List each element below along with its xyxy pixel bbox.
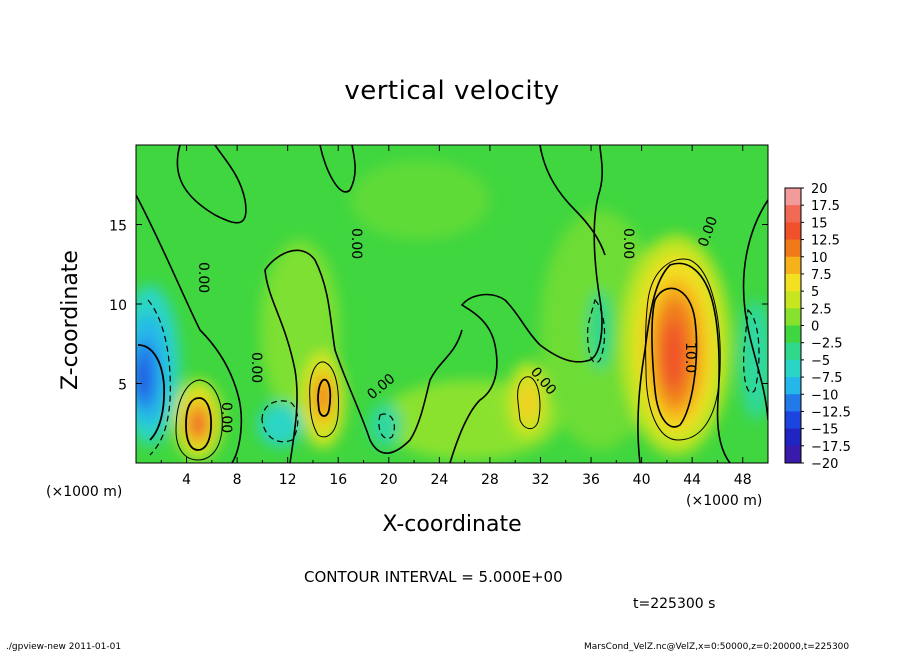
contour-label: 0.00	[348, 228, 364, 259]
colorbar-swatch	[785, 342, 801, 361]
x-tick-label: 24	[430, 472, 448, 488]
x-tick-label: 48	[734, 472, 752, 488]
contour-label: 0.00	[620, 228, 636, 259]
x-tick-label: 20	[380, 472, 398, 488]
x-tick-label: 4	[182, 472, 191, 488]
y-tick-label: 5	[118, 378, 127, 394]
colorbar-label: 12.5	[811, 234, 840, 249]
contour-label: 10.0	[682, 342, 698, 373]
contour-label: 0.00	[248, 352, 264, 383]
x-tick-label: 44	[683, 472, 701, 488]
time-label: t=225300 s	[633, 596, 716, 612]
colorbar-label: −5	[811, 354, 830, 369]
colorbar-swatch	[785, 188, 801, 206]
x-axis: 4 8 12 16 20 24 28 32 36 40 44 48	[160, 145, 752, 488]
footer-right: MarsCond_VelZ.nc@VelZ,x=0:50000,z=0:2000…	[584, 642, 850, 652]
colorbar-swatch	[785, 411, 801, 430]
colorbar-swatch	[785, 325, 801, 344]
x-tick-label: 36	[582, 472, 600, 488]
x-tick-label: 40	[633, 472, 651, 488]
contour-label: 0.00	[218, 402, 234, 433]
colorbar-label: −2.5	[811, 337, 843, 352]
chart-title: vertical velocity	[344, 76, 560, 106]
x-tick-label: 16	[329, 472, 347, 488]
colorbar-label: 2.5	[811, 302, 832, 317]
colorbar-swatch	[785, 273, 801, 292]
colorbar-swatch	[785, 428, 801, 447]
colorbar-swatch	[785, 445, 801, 464]
x-tick-label: 28	[481, 472, 499, 488]
contour-interval-text: CONTOUR INTERVAL = 5.000E+00	[304, 568, 563, 586]
colorbar-swatch	[785, 394, 801, 412]
colorbar-label: −7.5	[811, 371, 843, 386]
y-axis: 5 10 15	[109, 219, 768, 394]
colorbar-label: −15	[811, 423, 838, 438]
y-axis-label: Z-coordinate	[58, 250, 83, 390]
colorbar-label: 17.5	[811, 199, 840, 214]
strong-contours	[137, 344, 332, 451]
footer-left: ./gpview-new 2011-01-01	[6, 642, 122, 652]
colorbar-label: 20	[811, 182, 828, 197]
colorbar: 20 17.5 15 12.5 10 7.5 5 2.5 0 −2.5 −5 −7.5 −10 −12.5…	[784, 182, 851, 472]
y-tick-label: 10	[109, 298, 127, 314]
colorbar-label: −17.5	[811, 440, 851, 455]
x-tick-label: 12	[279, 472, 297, 488]
heatmap-field	[136, 145, 768, 463]
colorbar-swatch	[785, 291, 801, 309]
x-unit-label-left: (×1000 m)	[46, 484, 123, 500]
x-tick-label: 32	[532, 472, 550, 488]
x-tick-label: 8	[233, 472, 242, 488]
colorbar-label: −20	[811, 457, 838, 472]
colorbar-swatch	[785, 222, 801, 241]
x-axis-label: X-coordinate	[382, 512, 522, 537]
colorbar-swatch	[785, 359, 801, 378]
thin-contours	[175, 258, 721, 461]
colorbar-label: 15	[811, 216, 828, 231]
colorbar-label: 7.5	[811, 268, 832, 283]
colorbar-label: −10	[811, 388, 838, 403]
contour-label: 0.00	[195, 262, 211, 293]
colorbar-label: 5	[811, 285, 819, 300]
colorbar-label: −12.5	[811, 405, 851, 420]
x-unit-label-right: (×1000 m)	[686, 493, 763, 509]
y-tick-label: 15	[109, 219, 127, 235]
colorbar-label: 10	[811, 251, 828, 266]
colorbar-label: 0	[811, 320, 819, 335]
colorbar-swatch	[785, 308, 801, 326]
colorbar-swatch	[785, 377, 801, 395]
colorbar-swatch	[785, 239, 801, 258]
colorbar-swatch	[785, 205, 801, 223]
negative-contours	[147, 298, 760, 456]
colorbar-swatch	[785, 256, 801, 275]
contour-lines	[136, 145, 768, 463]
